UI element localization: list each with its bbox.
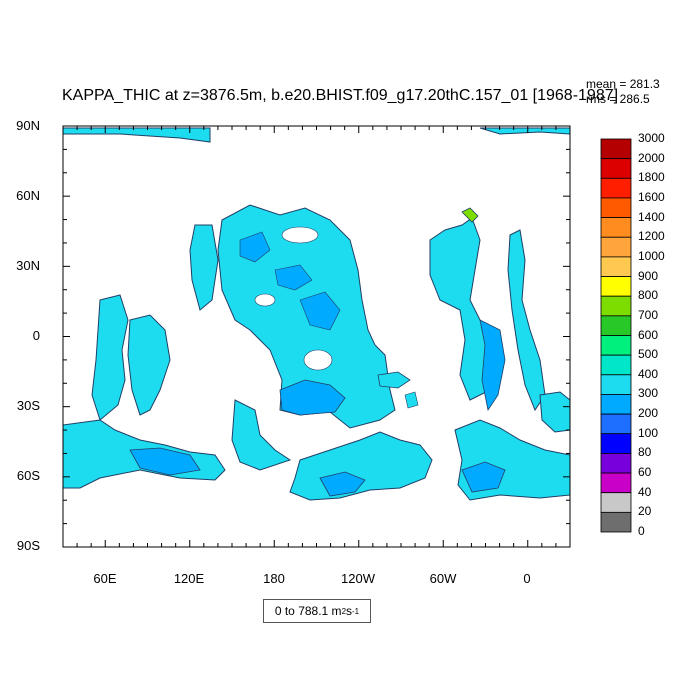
colorbar-label: 500	[638, 347, 659, 362]
colorbar-label: 40	[638, 484, 652, 499]
pacific-mid-patch-3	[274, 264, 313, 291]
southern-ocean-mid	[231, 399, 292, 471]
colorbar-swatch	[600, 295, 632, 317]
colorbar	[600, 138, 632, 533]
indian-ocean-west	[91, 294, 129, 421]
colorbar-label: 700	[638, 307, 659, 322]
x-label-0: 0	[523, 571, 531, 586]
colorbar-swatch	[600, 354, 632, 376]
colorbar-swatch	[600, 472, 632, 494]
colorbar-label: 600	[638, 327, 659, 342]
colorbar-label: 800	[638, 288, 659, 303]
rms-stat: rms = 286.5	[586, 92, 650, 106]
colorbar-swatch	[600, 197, 632, 218]
colorbar-swatch	[600, 315, 632, 336]
colorbar-label: 200	[638, 406, 659, 421]
x-label-60e: 60E	[93, 571, 117, 586]
pacific-mid-patch-2	[239, 231, 271, 263]
greenland-sea-patch	[461, 207, 479, 223]
colorbar-label: 0	[638, 524, 645, 538]
y-label-30s: 30S	[16, 398, 40, 413]
y-label-30n: 30N	[16, 258, 40, 273]
colorbar-label: 300	[638, 386, 659, 401]
land-hole-3	[254, 293, 276, 307]
atlantic-deep-east	[479, 319, 506, 412]
land-hole-2	[303, 349, 333, 371]
colorbar-swatch	[600, 511, 632, 533]
colorbar-label: 1000	[638, 248, 665, 263]
colorbar-label: 1400	[638, 209, 665, 224]
mean-stat: mean = 281.3	[586, 77, 660, 91]
arctic-ocean-east	[479, 127, 570, 135]
range-unit-exp2: -1	[352, 606, 360, 616]
small-sea-1	[404, 391, 419, 409]
colorbar-label: 1600	[638, 189, 665, 204]
y-label-eq: 0	[32, 328, 40, 343]
colorbar-label: 900	[638, 268, 659, 283]
southern-ocean-deep-central	[319, 471, 366, 497]
colorbar-label: 100	[638, 425, 659, 440]
indian-ocean-east	[127, 314, 171, 416]
y-label-90s: 90S	[16, 538, 40, 553]
colorbar-label: 1200	[638, 229, 665, 244]
range-unit-mid: s	[346, 604, 353, 618]
land-hole-1	[281, 226, 319, 244]
colorbar-swatch	[600, 177, 632, 199]
y-label-60s: 60S	[16, 468, 40, 483]
southern-ocean-deep-west	[129, 447, 201, 476]
colorbar-swatch	[600, 433, 632, 454]
caribbean-sea	[377, 371, 411, 389]
colorbar-swatch	[600, 413, 632, 435]
colorbar-swatch	[600, 394, 632, 415]
southern-ocean-far-east	[539, 391, 570, 433]
x-label-120w: 120W	[341, 571, 375, 586]
y-label-60n: 60N	[16, 188, 40, 203]
colorbar-swatch	[600, 492, 632, 513]
colorbar-swatch	[600, 256, 632, 277]
southern-ocean-deep-east	[461, 461, 506, 493]
colorbar-label: 2000	[638, 150, 665, 165]
axis-ticks	[62, 125, 571, 548]
colorbar-swatch	[600, 138, 632, 160]
indian-ocean-north	[189, 224, 219, 311]
colorbar-label: 60	[638, 465, 652, 480]
map-field	[63, 126, 570, 547]
colorbar-swatch	[600, 276, 632, 297]
x-label-120e: 120E	[173, 571, 205, 586]
colorbar-label: 1800	[638, 170, 665, 185]
arctic-ocean-west	[63, 127, 211, 143]
pacific-deep-patch	[279, 379, 346, 416]
pacific-mid-patch-1	[299, 291, 341, 331]
colorbar-swatch	[600, 374, 632, 395]
range-text: 0 to 788.1 m	[274, 604, 342, 618]
x-label-60w: 60W	[429, 571, 457, 586]
plot-title: KAPPA_THIC at z=3876.5m, b.e20.BHIST.f09…	[62, 87, 619, 104]
range-unit-exp1: 2	[341, 606, 347, 616]
colorbar-swatch	[600, 335, 632, 356]
colorbar-label: 20	[638, 504, 652, 519]
x-label-180: 180	[263, 571, 285, 586]
colorbar-swatch	[600, 158, 632, 179]
colorbar-label: 80	[638, 445, 652, 460]
y-label-90n: 90N	[16, 118, 40, 133]
colorbar-swatch	[600, 217, 632, 238]
colorbar-swatch	[600, 452, 632, 474]
colorbar-swatch	[600, 236, 632, 258]
colorbar-label: 400	[638, 366, 659, 381]
colorbar-label: 3000	[638, 131, 665, 145]
